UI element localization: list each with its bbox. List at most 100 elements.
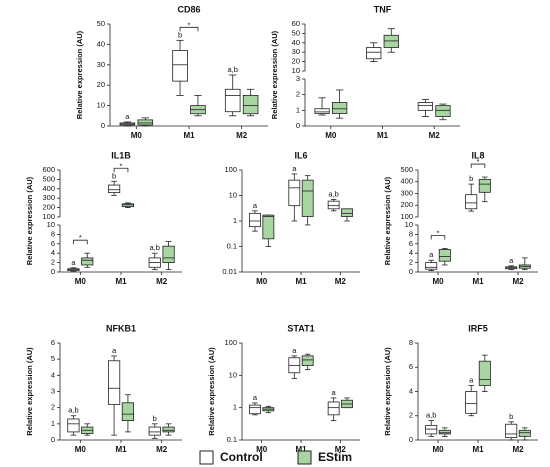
x-tick-label: M1 bbox=[472, 277, 484, 286]
letter-label: a bbox=[469, 375, 474, 384]
y-tick-label: 300 bbox=[400, 188, 413, 197]
y-tick-label: 8 bbox=[409, 338, 413, 347]
y-tick-label: 10 bbox=[47, 220, 55, 229]
x-tick-label: M2 bbox=[156, 445, 168, 454]
box bbox=[148, 426, 161, 436]
box bbox=[366, 47, 382, 60]
box bbox=[425, 262, 438, 270]
y-axis-label: Relative expression (AU) bbox=[207, 347, 216, 436]
letter-label: a bbox=[112, 346, 117, 355]
y-tick-label: 10 bbox=[292, 66, 300, 75]
x-tick-label: M1 bbox=[183, 131, 195, 140]
box bbox=[81, 257, 94, 266]
box bbox=[107, 184, 121, 193]
significance-label: * bbox=[477, 157, 480, 166]
y-tick-label: 400 bbox=[42, 184, 55, 193]
y-tick-label: 6 bbox=[51, 239, 55, 248]
y-tick-label: 100 bbox=[224, 338, 237, 347]
significance-bracket bbox=[430, 235, 446, 240]
significance-label: * bbox=[188, 20, 191, 29]
y-axis-label: Relative expression (AU) bbox=[383, 347, 392, 436]
letter-label: a bbox=[292, 164, 297, 173]
box bbox=[478, 360, 491, 386]
box bbox=[249, 212, 261, 228]
box bbox=[172, 50, 188, 82]
y-tick-label: 3 bbox=[51, 386, 55, 395]
box bbox=[417, 102, 434, 111]
legend-swatch bbox=[199, 450, 214, 465]
x-tick-label: M0 bbox=[75, 445, 87, 454]
significance-bracket bbox=[470, 163, 486, 169]
y-tick-label: 0.01 bbox=[222, 267, 237, 276]
x-tick-label: M2 bbox=[512, 445, 524, 454]
chart-title: IL1B bbox=[111, 150, 131, 160]
x-tick-label: M2 bbox=[236, 131, 248, 140]
letter-label: a bbox=[125, 112, 130, 121]
x-tick-label: M0 bbox=[432, 445, 444, 454]
letter-label: a bbox=[71, 258, 76, 267]
y-tick-label: 6 bbox=[409, 239, 413, 248]
y-tick-label: 100 bbox=[42, 212, 55, 221]
y-tick-label: 100 bbox=[400, 212, 413, 221]
letter-label: a bbox=[509, 256, 514, 265]
letter-label: a bbox=[253, 201, 258, 210]
x-tick-label: M0 bbox=[325, 131, 337, 140]
y-tick-label: 1 bbox=[233, 403, 237, 412]
box bbox=[425, 425, 438, 435]
box bbox=[314, 108, 330, 114]
x-tick-label: M0 bbox=[75, 277, 87, 286]
box bbox=[301, 179, 314, 217]
y-tick-label: 40 bbox=[97, 39, 105, 48]
y-tick-label: 500 bbox=[400, 165, 413, 174]
box bbox=[478, 178, 491, 193]
x-tick-label: M1 bbox=[115, 277, 127, 286]
x-tick-label: M2 bbox=[335, 277, 347, 286]
y-tick-label: 2 bbox=[51, 258, 55, 267]
box bbox=[288, 179, 301, 207]
letter-label: a,b bbox=[328, 189, 338, 198]
y-tick-label: 4 bbox=[51, 248, 55, 257]
letter-label: a bbox=[253, 393, 258, 402]
y-tick-label: 600 bbox=[42, 165, 55, 174]
box bbox=[438, 429, 451, 435]
y-tick-label: 2 bbox=[296, 90, 300, 99]
box bbox=[121, 203, 135, 208]
y-tick-label: 8 bbox=[409, 229, 413, 238]
letter-label: a bbox=[429, 250, 434, 259]
y-tick-label: 1 bbox=[233, 216, 237, 225]
y-tick-label: 0 bbox=[409, 435, 413, 444]
significance-bracket bbox=[179, 26, 199, 32]
y-tick-label: 20 bbox=[97, 80, 105, 89]
x-tick-label: M0 bbox=[256, 277, 268, 286]
y-tick-label: 60 bbox=[292, 19, 300, 28]
y-tick-label: 40 bbox=[292, 38, 300, 47]
box bbox=[341, 208, 353, 217]
significance-bracket bbox=[113, 167, 129, 173]
box bbox=[435, 105, 451, 117]
y-tick-label: 2 bbox=[409, 258, 413, 267]
letter-label: a,b bbox=[68, 406, 78, 415]
box bbox=[465, 391, 478, 414]
box bbox=[505, 423, 518, 438]
x-tick-label: M2 bbox=[156, 277, 168, 286]
y-axis-label: Relative expression (AU) bbox=[270, 30, 279, 119]
legend-label: EStim bbox=[318, 450, 352, 464]
x-tick-label: M1 bbox=[115, 445, 127, 454]
y-tick-label: 200 bbox=[42, 203, 55, 212]
box bbox=[383, 34, 399, 48]
legend-swatch bbox=[297, 450, 312, 465]
letter-label: b bbox=[153, 414, 157, 423]
box bbox=[249, 404, 261, 415]
y-tick-label: 1 bbox=[296, 105, 300, 114]
y-tick-label: 2 bbox=[51, 403, 55, 412]
letter-label: a,b bbox=[426, 411, 436, 420]
box bbox=[327, 200, 340, 210]
x-tick-label: M0 bbox=[432, 277, 444, 286]
chart-title: IL6 bbox=[294, 150, 307, 160]
y-tick-label: 8 bbox=[51, 229, 55, 238]
chart-title: STAT1 bbox=[287, 323, 314, 333]
significance-label: * bbox=[79, 233, 82, 242]
x-tick-label: M2 bbox=[429, 131, 441, 140]
box bbox=[438, 249, 451, 262]
box bbox=[242, 95, 259, 115]
